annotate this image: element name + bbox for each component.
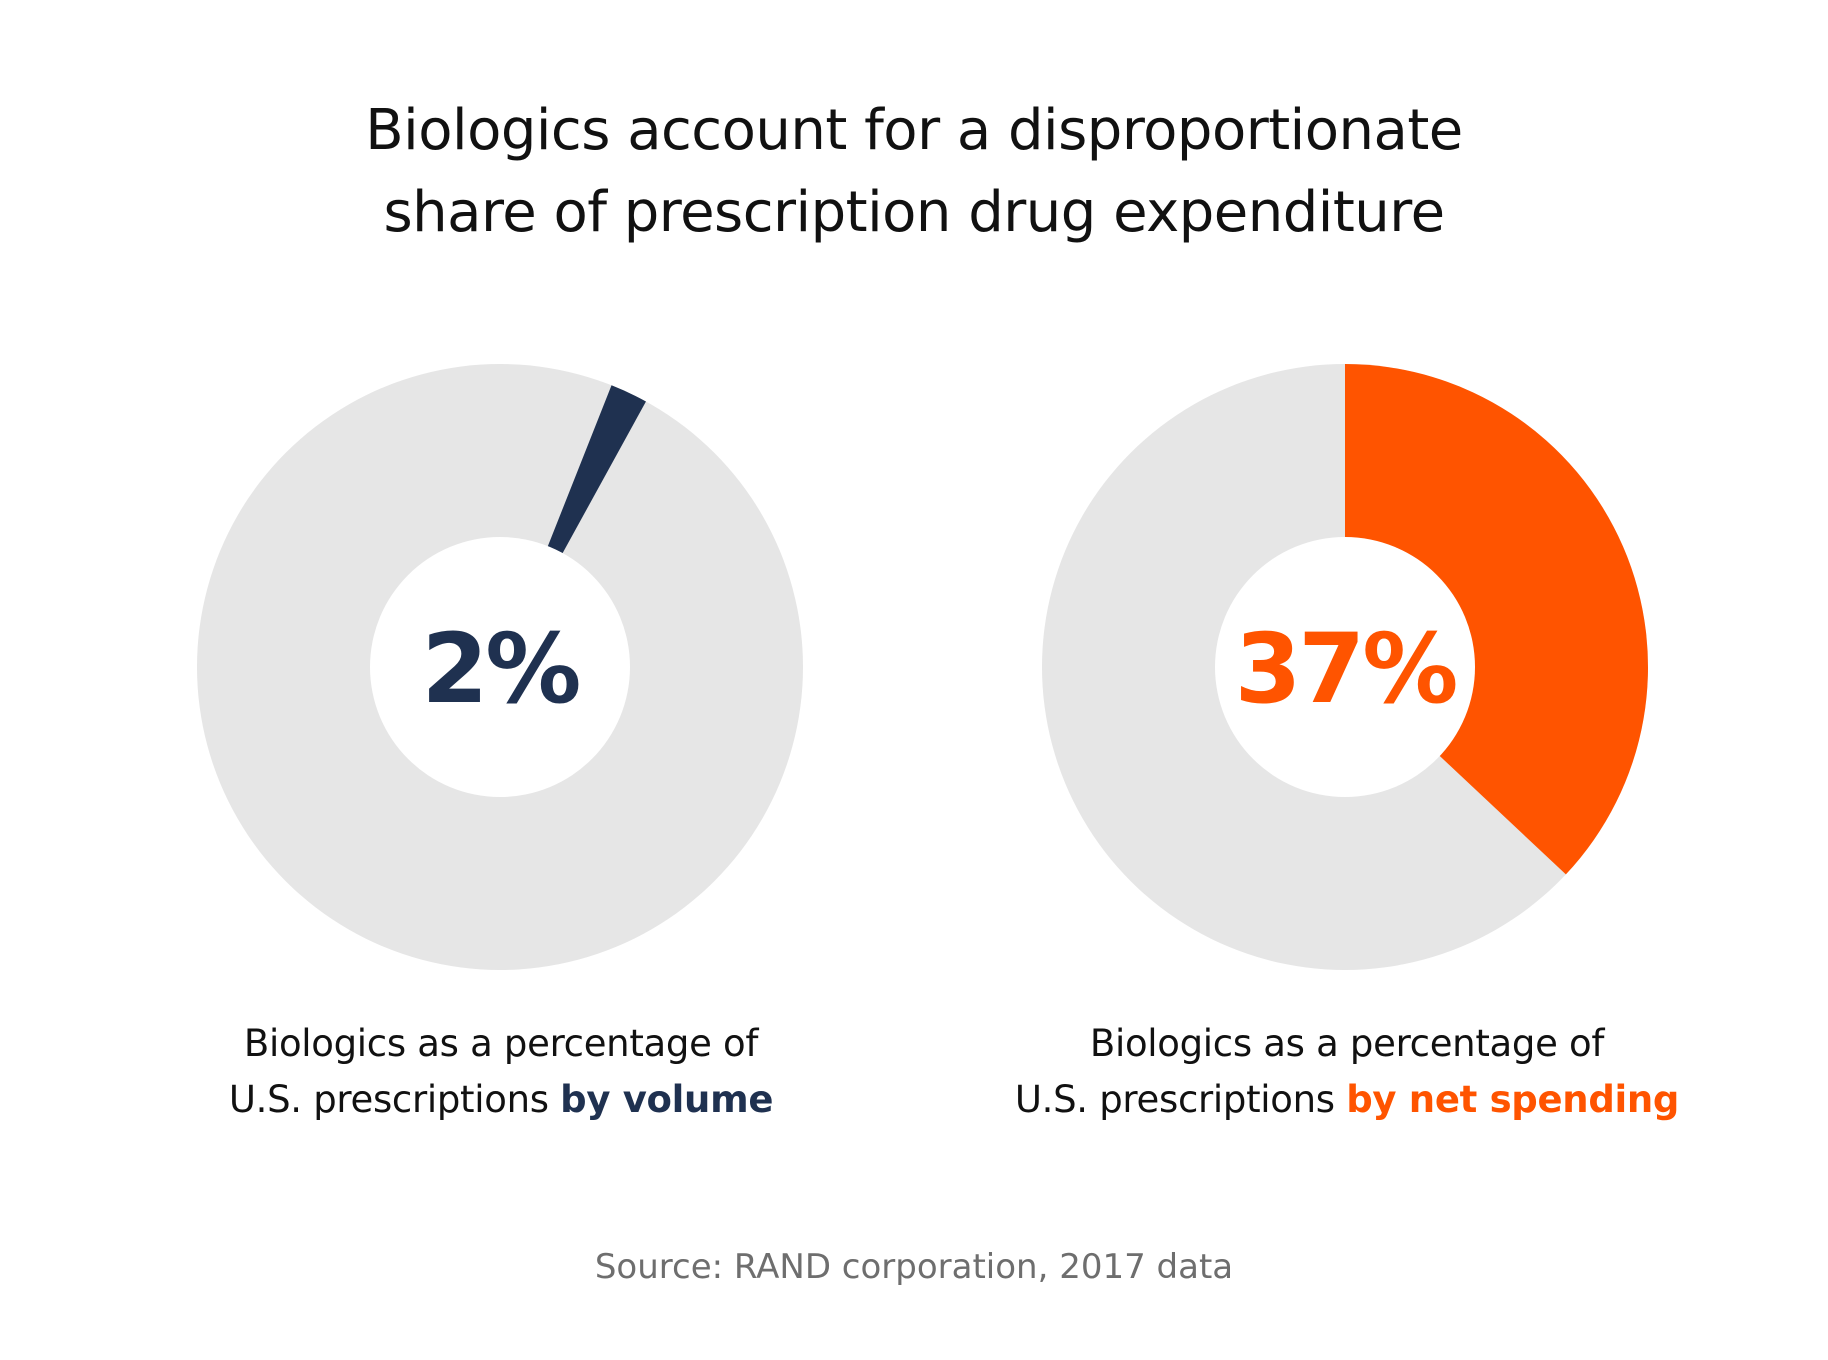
donut-spending-biologics-slice bbox=[1345, 363, 1649, 875]
chart-title: Biologics account for a disproportionate… bbox=[0, 90, 1828, 254]
caption-volume: Biologics as a percentage of U.S. prescr… bbox=[141, 1016, 861, 1128]
donut-spending-hole bbox=[1215, 537, 1475, 797]
source-note: Source: RAND corporation, 2017 data bbox=[594, 1247, 1234, 1287]
chart-title-line-2: share of prescription drug expenditure bbox=[383, 180, 1445, 245]
caption-spending-line-2: U.S. prescriptions by net spending bbox=[987, 1072, 1707, 1128]
donut-spending-center-value: 37% bbox=[1235, 613, 1457, 725]
donut-chart-spending: 37% bbox=[1041, 363, 1649, 970]
donut-chart-volume: 2% bbox=[196, 364, 803, 970]
donut-volume-hole bbox=[370, 537, 630, 797]
caption-spending-line-1: Biologics as a percentage of bbox=[1089, 1022, 1605, 1065]
caption-volume-line-2: U.S. prescriptions by volume bbox=[141, 1072, 861, 1128]
caption-spending: Biologics as a percentage of U.S. prescr… bbox=[987, 1016, 1707, 1128]
caption-volume-line-1: Biologics as a percentage of bbox=[243, 1022, 759, 1065]
donut-volume-center-value: 2% bbox=[422, 613, 580, 725]
caption-volume-prefix: U.S. prescriptions bbox=[228, 1078, 561, 1121]
chart-title-line-1: Biologics account for a disproportionate bbox=[365, 98, 1463, 163]
caption-spending-prefix: U.S. prescriptions bbox=[1014, 1078, 1347, 1121]
caption-volume-highlight: by volume bbox=[560, 1078, 774, 1121]
caption-spending-highlight: by net spending bbox=[1346, 1078, 1680, 1121]
